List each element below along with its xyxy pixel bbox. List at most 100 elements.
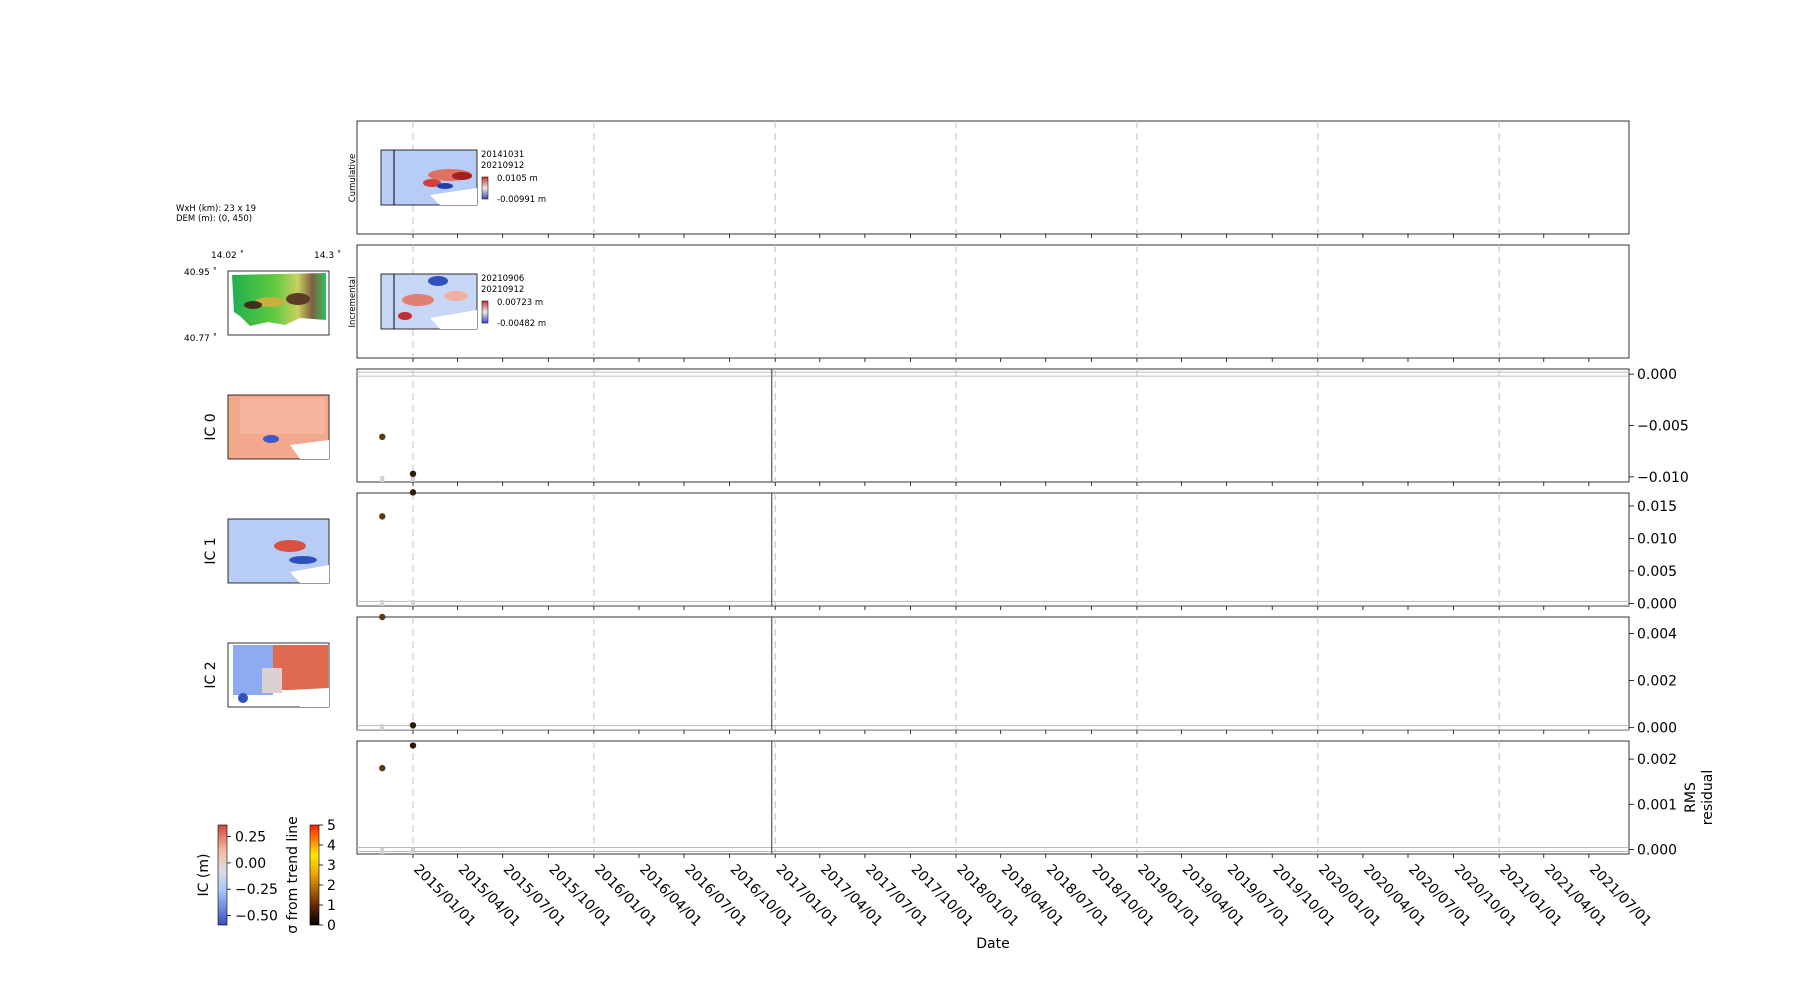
panel-rms-residual: 0.002 0.001 0.000 RMS residual <box>356 740 1716 858</box>
ic2-map-mid <box>262 668 282 693</box>
data-point <box>379 433 386 440</box>
incremental-min: -0.00482 m <box>497 319 546 329</box>
ic2-map <box>227 642 330 708</box>
panel-frame <box>356 368 1630 483</box>
ic-colorbar-bar <box>217 824 228 926</box>
y-tick-label: −0.005 <box>1637 419 1689 435</box>
y-tick-label: 0.000 <box>1637 596 1677 612</box>
ic-colorbar-ticks: 0.25 0.00 −0.25 −0.50 <box>227 830 278 925</box>
panel-frame <box>356 740 1630 855</box>
y-tick-label: 0.000 <box>1637 721 1677 737</box>
cumulative-max: 0.0105 m <box>497 174 538 184</box>
sigma-colorbar-label: σ from trend line <box>285 816 301 933</box>
data-point <box>379 764 386 772</box>
incremental-grid <box>412 245 1590 362</box>
sigma-colorbar-ticks: 5 4 3 2 1 0 <box>319 818 336 934</box>
dem-hills <box>255 297 285 307</box>
ic2-map-sea <box>290 688 329 707</box>
residual-bar <box>380 848 385 854</box>
residual-bar <box>380 600 385 606</box>
rms-ylabel-line1: RMS <box>1683 782 1699 813</box>
panel-ic-2: 0.004 0.002 0.000 <box>356 613 1677 737</box>
data-point <box>379 513 386 520</box>
residual-bar <box>410 600 415 606</box>
x-axis-label: Date <box>976 936 1009 952</box>
ic2-map-east <box>273 645 328 690</box>
data-point <box>379 613 386 621</box>
ic-colorbar: 0.25 0.00 −0.25 −0.50 IC (m) <box>196 824 278 926</box>
cumulative-inset-sea <box>430 188 477 205</box>
sigma-cbar-tick-label: 1 <box>327 898 336 914</box>
ic1-map-sea <box>290 565 329 583</box>
incremental-panel: 20210906 20210912 0.00723 m -0.00482 m I… <box>348 244 1630 362</box>
data-point <box>409 742 417 749</box>
sigma-cbar-tick-label: 3 <box>327 858 336 874</box>
incremental-inset-dark <box>398 312 412 320</box>
sigma-colorbar: 5 4 3 2 1 0 σ from trend line <box>285 816 336 934</box>
cumulative-small-cbar <box>481 176 489 200</box>
y-tick-label: 0.002 <box>1637 752 1677 768</box>
ic0-map-patch <box>240 398 325 434</box>
cumulative-inset <box>380 149 489 206</box>
ic1-label: IC 1 <box>203 537 219 564</box>
y-tick-label: 0.000 <box>1637 367 1677 383</box>
cumulative-panel: 20141031 20210912 0.0105 m -0.00991 m Cu… <box>348 120 1630 238</box>
incremental-frame <box>356 244 1630 359</box>
y-tick-label: 0.015 <box>1637 499 1677 515</box>
sigma-colorbar-bar <box>309 824 320 926</box>
incremental-inset-sea <box>430 310 477 329</box>
ic0-map <box>227 394 330 460</box>
incremental-inset-pink <box>444 291 468 301</box>
sigma-cbar-tick-label: 4 <box>327 838 336 854</box>
y-tick-label: −0.010 <box>1637 470 1689 486</box>
ic-colorbar-label: IC (m) <box>196 854 212 897</box>
y-tick-label: 0.005 <box>1637 564 1677 580</box>
y-tick-label: 0.002 <box>1637 674 1677 690</box>
lon-right: 14.3 ˚ <box>314 250 341 261</box>
cumulative-frame <box>356 120 1630 235</box>
incremental-inset-red <box>402 294 434 306</box>
cumulative-grid <box>412 121 1590 238</box>
cumulative-inset-red2 <box>423 179 441 187</box>
x-tick-labels: 2015/01/012015/04/012015/07/012015/10/01… <box>410 862 1654 930</box>
cumulative-inset-dark <box>452 172 472 180</box>
incremental-max: 0.00723 m <box>497 298 543 308</box>
cumulative-date2: 20210912 <box>481 161 524 171</box>
ic2-label: IC 2 <box>203 661 219 688</box>
lon-left: 14.02 ˚ <box>211 250 244 261</box>
incremental-date1: 20210906 <box>481 274 524 284</box>
panel-ic-1: 0.015 0.010 0.005 0.000 <box>356 489 1677 612</box>
y-tick-label: 0.000 <box>1637 842 1677 858</box>
cumulative-date1: 20141031 <box>481 150 524 160</box>
cumulative-inset-blue <box>437 183 453 189</box>
residual-bar <box>410 848 415 854</box>
ic1-map-blue <box>289 556 317 564</box>
sigma-cbar-tick-label: 0 <box>327 918 336 934</box>
ic2-map-blue-spot <box>238 693 248 703</box>
ic1-map <box>227 518 330 584</box>
cumulative-min: -0.00991 m <box>497 195 546 205</box>
data-point <box>409 489 417 496</box>
incremental-small-cbar <box>481 300 489 324</box>
panel-ic-0: 0.000 −0.005 −0.010 <box>356 367 1689 486</box>
ic0-map-blue-spot <box>263 435 279 443</box>
data-point <box>409 722 417 729</box>
dem-map: 14.02 ˚ 14.3 ˚ 40.95 ˚ 40.77 ˚ <box>184 250 341 344</box>
ic-cbar-tick-label: 0.25 <box>235 830 266 846</box>
y-tick-label: 0.010 <box>1637 531 1677 547</box>
data-point <box>409 470 417 477</box>
size-info: WxH (km): 23 x 19 <box>176 204 256 214</box>
incremental-ylabel: Incremental <box>348 277 358 328</box>
residual-bar <box>380 724 385 730</box>
dem-peak <box>286 293 310 305</box>
rms-ylabel-line2: residual <box>1700 770 1716 825</box>
residual-bar <box>380 476 385 482</box>
lat-bottom: 40.77 ˚ <box>184 333 217 344</box>
sigma-cbar-tick-label: 2 <box>327 878 336 894</box>
ic-cbar-tick-label: 0.00 <box>235 856 266 872</box>
incremental-date2: 20210912 <box>481 285 524 295</box>
sigma-cbar-tick-label: 5 <box>327 818 336 834</box>
dem-ridge <box>244 301 262 309</box>
ic-cbar-tick-label: −0.25 <box>235 882 278 898</box>
